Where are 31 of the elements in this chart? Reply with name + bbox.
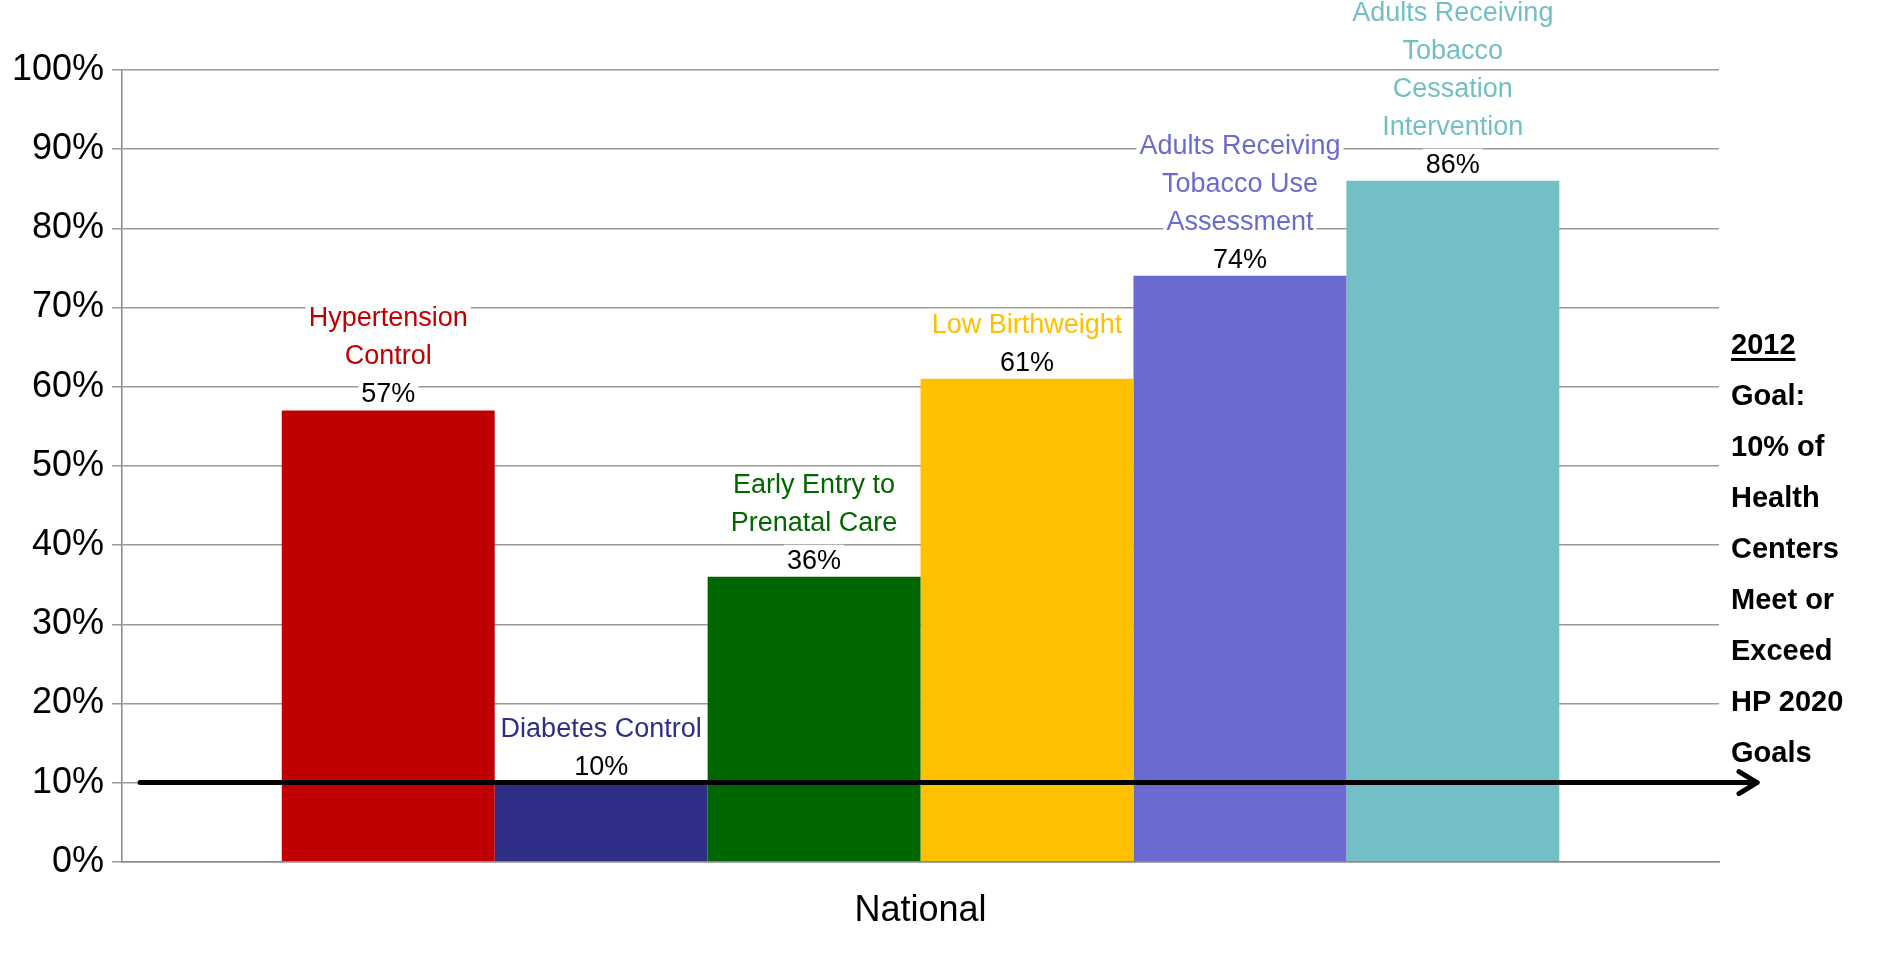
bar bbox=[1133, 275, 1347, 862]
series-label: Low Birthweight bbox=[931, 308, 1123, 339]
y-tick-label: 0% bbox=[52, 838, 105, 880]
x-tick-label: National bbox=[854, 888, 987, 930]
y-tick-label: 90% bbox=[32, 126, 105, 168]
y-tick-label: 20% bbox=[32, 680, 105, 722]
data-label: 86% bbox=[1425, 148, 1480, 179]
bar bbox=[707, 576, 921, 862]
y-tick-label: 100% bbox=[12, 46, 105, 88]
series-label: Adults Receiving Tobacco Cessation Intervention bbox=[1352, 0, 1554, 141]
text: 2012 Goal: 10% of Health Centers Meet or Exceed HP 2020 Goals bbox=[1731, 328, 1844, 768]
series-label: Early Entry to Prenatal Care bbox=[730, 468, 898, 537]
bar bbox=[281, 410, 495, 862]
bar bbox=[1346, 180, 1560, 862]
data-label: 61% bbox=[999, 346, 1055, 377]
bar bbox=[494, 782, 708, 862]
series-label: Adults Receiving Tobacco Use Assessment bbox=[1139, 129, 1341, 236]
series-label: Hypertension Control bbox=[308, 302, 468, 371]
y-tick-label: 30% bbox=[32, 601, 105, 643]
series-label: Diabetes Control bbox=[500, 712, 702, 743]
y-tick-label: 80% bbox=[32, 205, 105, 247]
data-label: 57% bbox=[361, 378, 416, 409]
y-tick-label: 10% bbox=[32, 759, 105, 801]
data-label: 10% bbox=[574, 750, 629, 781]
y-tick-label: 50% bbox=[32, 442, 105, 484]
data-label: 74% bbox=[1212, 243, 1267, 274]
data-label: 36% bbox=[787, 544, 842, 575]
bar bbox=[920, 378, 1134, 862]
y-tick-label: 60% bbox=[32, 363, 105, 405]
y-tick-label: 70% bbox=[32, 284, 105, 326]
y-tick-label: 40% bbox=[32, 522, 105, 563]
